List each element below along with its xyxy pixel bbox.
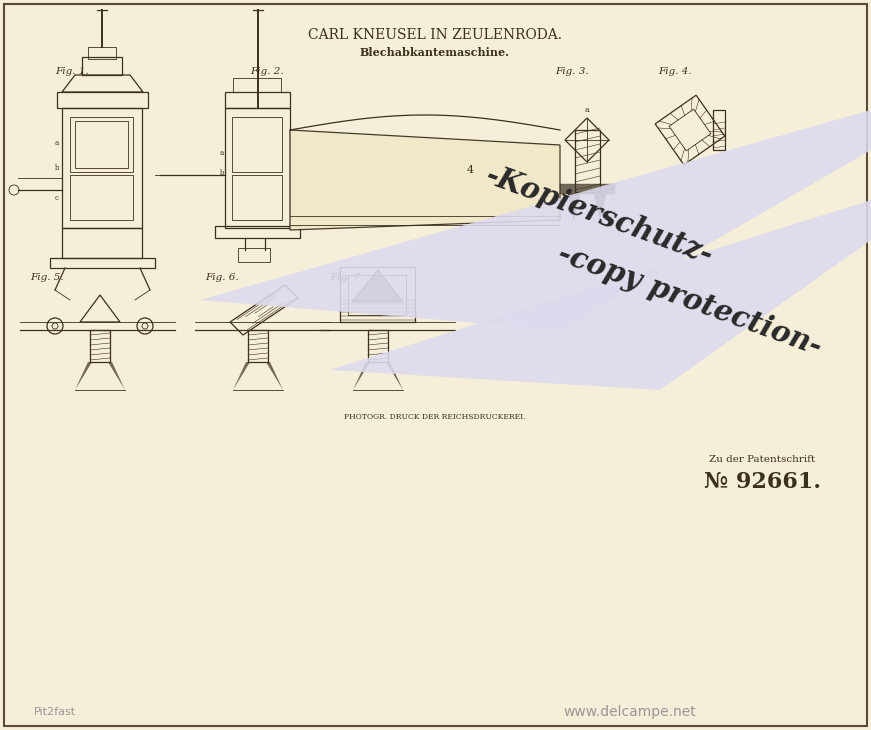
Bar <box>70 175 133 220</box>
Text: c: c <box>55 194 59 202</box>
Text: Zu der Patentschrift: Zu der Patentschrift <box>709 456 815 464</box>
Bar <box>82 57 122 75</box>
Text: PHOTOGR. DRUCK DER REICHSDRUCKEREI.: PHOTOGR. DRUCK DER REICHSDRUCKEREI. <box>344 413 526 421</box>
Polygon shape <box>290 130 560 230</box>
Text: Fig. 7.: Fig. 7. <box>330 274 363 283</box>
Polygon shape <box>330 200 871 390</box>
Text: Blechabkantemaschine.: Blechabkantemaschine. <box>360 47 510 58</box>
Text: CARL KNEUSEL IN ZEULENRODA.: CARL KNEUSEL IN ZEULENRODA. <box>308 28 562 42</box>
Bar <box>233 78 281 92</box>
Text: a: a <box>584 106 590 114</box>
Polygon shape <box>266 362 283 390</box>
Text: Fig. 4.: Fig. 4. <box>658 67 692 77</box>
Bar <box>348 275 406 315</box>
Text: Fig. 1.: Fig. 1. <box>55 67 89 77</box>
Polygon shape <box>200 110 871 330</box>
Text: Pit2fast: Pit2fast <box>34 707 76 717</box>
Bar <box>215 226 300 238</box>
Bar <box>62 108 142 228</box>
Bar <box>232 175 282 220</box>
Bar <box>225 92 290 108</box>
Polygon shape <box>108 362 125 390</box>
Text: -copy protection-: -copy protection- <box>554 239 826 361</box>
Text: Fig. 6.: Fig. 6. <box>205 274 239 283</box>
Bar <box>368 330 388 362</box>
Polygon shape <box>386 362 403 390</box>
Bar <box>575 130 600 192</box>
Polygon shape <box>594 194 606 220</box>
Bar <box>88 47 116 59</box>
Text: Fig. 2.: Fig. 2. <box>250 67 284 77</box>
Bar <box>340 267 415 322</box>
Polygon shape <box>352 270 403 302</box>
Bar <box>50 258 155 268</box>
Bar <box>238 248 270 262</box>
Polygon shape <box>233 362 250 390</box>
Text: b: b <box>219 169 224 177</box>
Bar <box>62 228 142 258</box>
Text: 4: 4 <box>467 165 474 175</box>
Text: -Kopierschutz-: -Kopierschutz- <box>483 161 718 269</box>
Bar <box>90 330 110 362</box>
Bar <box>248 330 268 362</box>
Bar <box>713 110 725 150</box>
Bar <box>225 108 290 228</box>
Bar <box>70 117 133 172</box>
Text: a: a <box>219 149 224 157</box>
Polygon shape <box>353 362 370 390</box>
Text: Fig. 5.: Fig. 5. <box>30 274 64 283</box>
Text: b: b <box>55 164 59 172</box>
Bar <box>232 117 282 172</box>
Polygon shape <box>568 194 580 220</box>
Bar <box>560 184 615 194</box>
Text: www.delcampe.net: www.delcampe.net <box>564 705 697 719</box>
Polygon shape <box>75 362 92 390</box>
Bar <box>75 121 128 168</box>
Text: Fig. 3.: Fig. 3. <box>555 67 589 77</box>
Text: a: a <box>55 139 59 147</box>
Text: № 92661.: № 92661. <box>704 471 820 493</box>
